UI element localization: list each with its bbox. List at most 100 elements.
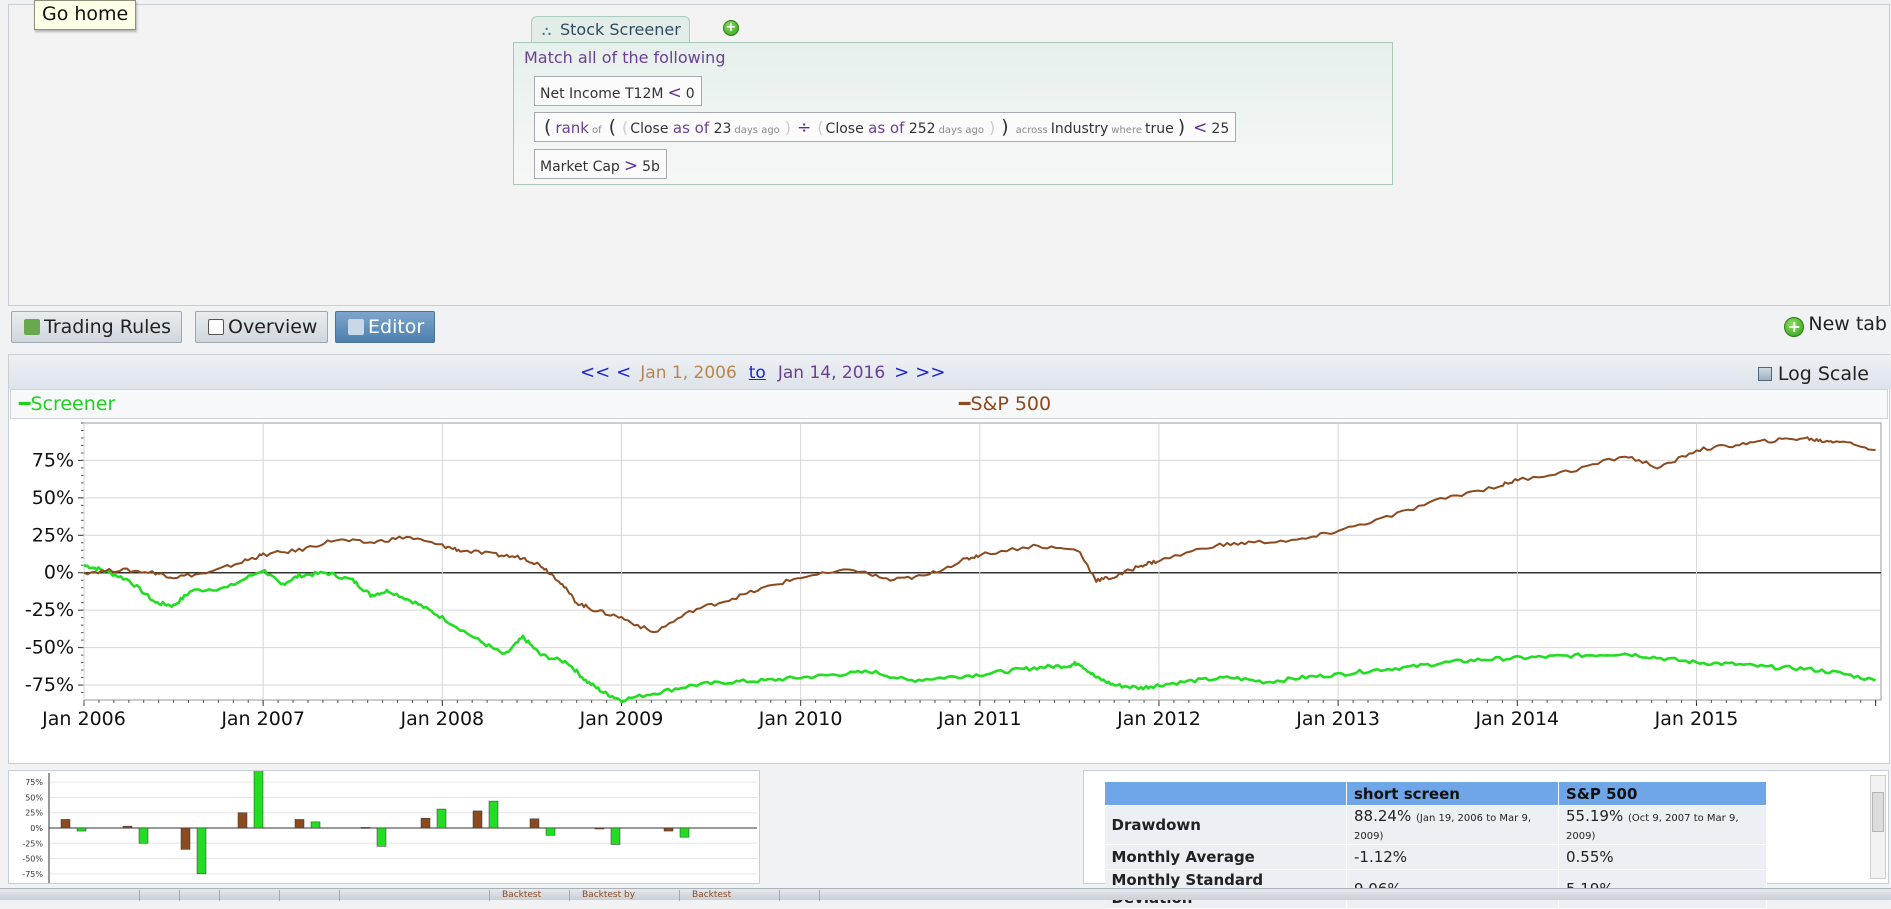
bar-y-tick-label: -25% — [22, 839, 43, 848]
taskbar-item[interactable] — [280, 890, 340, 901]
go-home-tooltip: Go home — [34, 0, 137, 30]
taskbar-item-backtest-by[interactable]: Backtest by — [570, 890, 680, 901]
row-label: Monthly Average — [1104, 844, 1347, 870]
monthly-bar-chart: 75% 50% 25% 0% -25% -50% -75% — [8, 769, 760, 884]
tab-bar: Trading Rules Overview Editor + New tab — [0, 308, 1891, 348]
x-tick-label: Jan 2010 — [758, 708, 843, 730]
x-tick-label: Jan 2007 — [220, 708, 305, 730]
bar-sp500 — [60, 819, 71, 829]
stats-header-sp500: S&P 500 — [1558, 781, 1767, 806]
rule-net-income[interactable]: Net Income T12M <0 — [534, 76, 702, 106]
rule-market-cap[interactable]: Market Cap >5b — [534, 149, 667, 179]
y-tick-label: 0% — [44, 562, 74, 584]
y-tick-label: 25% — [32, 524, 74, 546]
bar-y-tick-label: 0% — [30, 824, 43, 833]
taskbar-item-backtest[interactable]: Backtest — [490, 890, 570, 901]
bar-chart-svg: 75% 50% 25% 0% -25% -50% -75% — [22, 769, 757, 883]
drawdown-sp500: 55.19% (Oct 9, 2007 to Mar 9, 2009) — [1558, 805, 1767, 845]
bar-y-tick-label: 50% — [25, 793, 43, 802]
x-tick-label: Jan 2008 — [399, 708, 484, 730]
legend-screener[interactable]: ━Screener — [19, 393, 116, 415]
bar-sp500 — [529, 818, 540, 829]
stats-panel: short screen S&P 500 Drawdown 88.24% (Ja… — [1083, 770, 1889, 909]
taskbar-item[interactable] — [0, 890, 140, 901]
bar-screener — [76, 827, 87, 832]
bottom-taskbar: Backtest Backtest by Backtest — [0, 888, 1891, 901]
bar-y-tick-label: 25% — [25, 809, 43, 818]
scrollbar-thumb[interactable] — [1872, 792, 1884, 832]
drawdown-screen: 88.24% (Jan 19, 2006 to Mar 9, 2009) — [1346, 805, 1559, 845]
taskbar-item[interactable] — [220, 890, 280, 901]
bar-screener — [376, 827, 387, 847]
chart-legend: ━Screener ━S&P 500 — [10, 389, 1888, 419]
x-tick-label: Jan 2015 — [1654, 708, 1739, 730]
plot-area — [83, 422, 1882, 701]
bar-screener — [253, 769, 264, 829]
x-tick-label: Jan 2012 — [1116, 708, 1201, 730]
bar-sp500 — [472, 810, 483, 829]
screener-panel: ⛬ Stock Screener + Match all of the follo… — [8, 4, 1890, 306]
rules-icon — [24, 319, 40, 335]
rule-rank[interactable]: (rank of((Close as of 23 days ago) ÷(Close … — [534, 112, 1237, 142]
bar-sp500 — [294, 819, 305, 829]
bar-sp500 — [237, 812, 248, 829]
y-tick-label: -50% — [25, 637, 74, 659]
bar-y-tick-label: 75% — [25, 778, 43, 787]
bar-sp500 — [122, 825, 133, 829]
date-nav-row: << < Jan 1, 2006 to Jan 14, 2016 > >> Log Scal… — [9, 355, 1891, 389]
prev-page-button[interactable]: < — [616, 362, 632, 383]
bar-screener — [679, 827, 690, 838]
binoculars-icon: ⛬ — [542, 24, 552, 39]
plus-icon: + — [1784, 317, 1805, 337]
taskbar-item[interactable] — [340, 890, 490, 901]
line-chart: 75% 50% 25% 0% -25% -50% -75% Jan 2006 Jan 2007 J… — [25, 422, 1882, 730]
x-tick-label: Jan 2006 — [41, 708, 126, 730]
to-link[interactable]: to — [748, 363, 766, 383]
bar-screener — [196, 827, 207, 875]
tab-overview[interactable]: Overview — [195, 311, 329, 343]
start-date[interactable]: Jan 1, 2006 — [640, 363, 737, 383]
bar-screener — [488, 800, 499, 829]
list-icon — [208, 319, 224, 335]
bar-screener — [436, 808, 447, 829]
bar-sp500 — [180, 827, 191, 850]
bar-sp500 — [420, 817, 431, 829]
first-page-button[interactable]: << — [580, 362, 611, 383]
bar-sp500 — [360, 827, 371, 829]
x-tick-label: Jan 2014 — [1474, 708, 1559, 730]
checkbox[interactable] — [1757, 367, 1772, 381]
bar-screener — [545, 827, 556, 836]
row-label: Drawdown — [1104, 805, 1347, 845]
bar-y-tick-label: -50% — [22, 855, 43, 864]
screener-rules-box: Match all of the following Net Income T1… — [513, 42, 1393, 185]
table-row: Monthly Average -1.12% 0.55% — [1104, 844, 1767, 870]
log-scale-toggle[interactable]: Log Scale — [1757, 363, 1869, 385]
date-range-nav: << < Jan 1, 2006 to Jan 14, 2016 > >> — [577, 362, 948, 383]
taskbar-item[interactable] — [780, 890, 820, 901]
vertical-scrollbar[interactable] — [1870, 775, 1886, 879]
tab-trading-rules[interactable]: Trading Rules — [11, 311, 183, 343]
stats-header-short-screen: short screen — [1346, 781, 1559, 806]
bar-y-tick-label: -75% — [22, 870, 43, 879]
next-page-button[interactable]: > — [894, 362, 910, 383]
bar-screener — [610, 827, 621, 845]
screener-line — [83, 563, 1877, 704]
table-row: Drawdown 88.24% (Jan 19, 2006 to Mar 9, … — [1104, 805, 1767, 845]
new-tab-button[interactable]: + New tab — [1784, 313, 1887, 337]
y-tick-label: 75% — [32, 449, 74, 471]
taskbar-item[interactable] — [180, 890, 220, 901]
stats-header-blank — [1104, 781, 1347, 806]
stock-screener-tab[interactable]: ⛬ Stock Screener — [531, 16, 690, 43]
x-tick-label: Jan 2011 — [937, 708, 1022, 730]
stats-header-row: short screen S&P 500 — [1104, 781, 1767, 806]
end-date[interactable]: Jan 14, 2016 — [777, 363, 886, 383]
bar-screener — [310, 821, 321, 829]
taskbar-item-backtest[interactable]: Backtest — [680, 890, 780, 901]
y-tick-label: 50% — [32, 487, 74, 509]
last-page-button[interactable]: >> — [915, 362, 946, 383]
add-screener-button[interactable]: + — [723, 20, 739, 36]
tab-editor[interactable]: Editor — [335, 311, 436, 343]
taskbar-item[interactable] — [140, 890, 180, 901]
legend-sp500[interactable]: ━S&P 500 — [959, 393, 1052, 415]
match-all-label: Match all of the following — [524, 48, 726, 67]
